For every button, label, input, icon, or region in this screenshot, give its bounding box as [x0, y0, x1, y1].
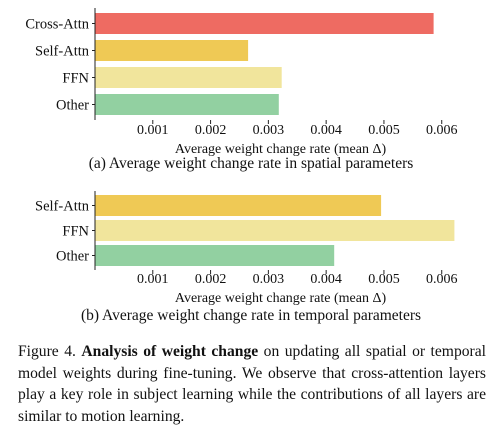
chart-a-category-label: Self-Attn: [35, 44, 90, 60]
chart-a-bar-cross-attn: [95, 13, 434, 34]
chart-b-category-label: Self-Attn: [35, 199, 90, 215]
chart-b-bar-other: [95, 245, 335, 266]
figure-label: Figure 4.: [18, 343, 76, 360]
chart-a-caption: (a) Average weight change rate in spatia…: [88, 155, 414, 172]
chart-b-category-label: Other: [56, 249, 89, 265]
chart-b: Self-Attn FFN Other 0.001 0.002 0.003 0.004 0.0…: [0, 185, 502, 310]
chart-a-bar-ffn: [95, 67, 282, 88]
chart-a-x-axis-label: Average weight change rate (mean Δ): [175, 142, 387, 157]
chart-a-xtick-label: 0.003: [253, 123, 285, 138]
chart-a-bar-self-attn: [95, 40, 249, 61]
figure-caption-text: on updating all spatial or temporal mode…: [18, 343, 486, 425]
chart-a-category-label: FFN: [62, 71, 89, 87]
chart-b-xtick-label: 0.004: [310, 272, 342, 287]
chart-a-xtick-label: 0.004: [310, 123, 342, 138]
chart-a-category-label: Other: [56, 98, 89, 114]
chart-a-category-label: Cross-Attn: [25, 17, 89, 33]
chart-b-bar-self-attn: [95, 195, 382, 216]
chart-b-xtick-label: 0.003: [253, 272, 285, 287]
figure-caption-bold: Analysis of weight change: [81, 343, 259, 360]
chart-a-xtick-label: 0.006: [426, 123, 458, 138]
chart-a-xtick-label: 0.002: [195, 123, 227, 138]
chart-b-xtick-label: 0.002: [195, 272, 227, 287]
chart-a: Cross-Attn Self-Attn FFN Other 0.001 0.002 0.0…: [0, 0, 502, 157]
chart-b-xtick-label: 0.006: [426, 272, 458, 287]
chart-b-bar-ffn: [95, 220, 455, 241]
figure-caption: Figure 4. Analysis of weight change on u…: [18, 341, 486, 427]
chart-b-x-axis-label: Average weight change rate (mean Δ): [175, 291, 387, 306]
chart-b-xtick-label: 0.005: [368, 272, 400, 287]
chart-a-svg: Cross-Attn Self-Attn FFN Other 0.001 0.002 0.0…: [25, 8, 458, 157]
chart-a-xtick-label: 0.005: [368, 123, 400, 138]
chart-b-xtick-label: 0.001: [137, 272, 169, 287]
chart-b-svg: Self-Attn FFN Other 0.001 0.002 0.003 0.004 0.0…: [35, 191, 458, 306]
chart-a-xtick-label: 0.001: [137, 123, 169, 138]
chart-b-category-label: FFN: [62, 224, 89, 240]
chart-b-caption: (b) Average weight change rate in tempor…: [80, 307, 422, 324]
chart-a-bar-other: [95, 94, 279, 115]
